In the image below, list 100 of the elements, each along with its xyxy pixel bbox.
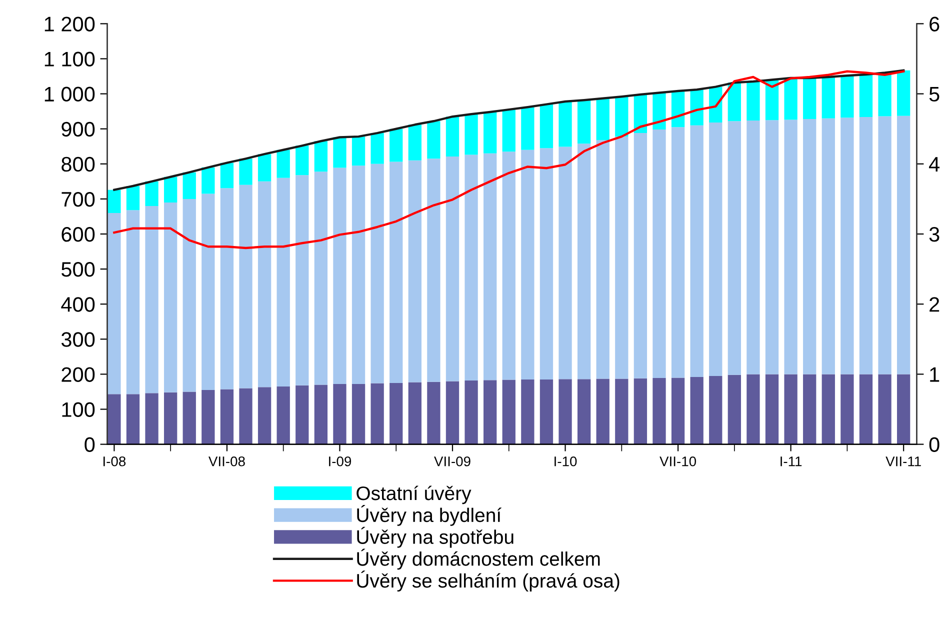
bar	[484, 153, 497, 380]
x-tick-label: VII-11	[886, 456, 921, 466]
x-tick-label: I-10	[554, 456, 577, 466]
y-tick-label: 100	[62, 402, 95, 417]
y-tick-label: 600	[62, 227, 95, 242]
bar	[446, 381, 460, 444]
bar	[145, 393, 158, 444]
bar	[634, 378, 648, 444]
bar	[577, 100, 591, 144]
bar	[202, 167, 215, 194]
bar	[408, 160, 422, 382]
bar	[878, 374, 892, 444]
bar	[634, 133, 648, 378]
bar	[464, 380, 478, 444]
bar	[108, 212, 121, 394]
bar	[765, 374, 779, 444]
y-tick-label: 1 000	[44, 86, 95, 102]
bar	[803, 78, 816, 120]
bar	[596, 140, 610, 379]
bar	[502, 152, 516, 380]
bar	[822, 118, 835, 374]
y-tick-label: 900	[62, 122, 95, 137]
bar	[296, 385, 309, 444]
bar	[690, 125, 704, 377]
bar	[502, 380, 516, 444]
bar	[164, 176, 178, 202]
bar	[370, 164, 384, 384]
bar	[352, 384, 366, 444]
y2-tick-label: 3	[929, 227, 940, 242]
bar	[859, 74, 873, 117]
bar	[314, 141, 328, 172]
bar	[521, 107, 534, 150]
bar	[427, 158, 440, 382]
y2-tick-label: 0	[929, 437, 940, 452]
y-tick-label: 200	[62, 367, 95, 382]
bar	[671, 378, 685, 444]
bar	[803, 374, 816, 444]
bar	[390, 162, 403, 383]
y2-tick-label: 4	[929, 157, 940, 172]
bar	[276, 150, 290, 178]
y-tick-label: 300	[61, 332, 95, 347]
bar	[709, 376, 722, 444]
bar	[502, 110, 516, 152]
bar	[521, 150, 534, 380]
bar	[540, 104, 554, 148]
bar	[145, 206, 158, 394]
y-tick-label: 1 200	[44, 16, 95, 32]
bar	[145, 181, 158, 206]
bar	[446, 156, 460, 382]
bar	[540, 148, 554, 380]
bar	[746, 374, 760, 444]
bar	[314, 384, 328, 444]
bar	[840, 76, 854, 118]
x-tick-label: VII-10	[660, 456, 696, 466]
bar	[220, 162, 234, 188]
bar	[164, 202, 178, 392]
bar	[615, 136, 628, 379]
bar	[558, 102, 572, 147]
bar	[352, 136, 366, 166]
bar	[296, 175, 309, 386]
bar	[671, 127, 685, 378]
bar	[784, 78, 798, 120]
bar	[126, 394, 140, 444]
bar	[897, 374, 910, 444]
bar	[182, 392, 196, 444]
bar	[484, 380, 497, 444]
x-tick-label: I-11	[780, 456, 802, 466]
bar	[239, 388, 252, 444]
bar	[296, 146, 309, 176]
bar	[182, 198, 196, 392]
bar	[690, 90, 704, 126]
bar	[709, 122, 722, 376]
bar	[446, 116, 460, 157]
bar	[182, 172, 196, 199]
bar	[652, 378, 666, 444]
bar	[897, 70, 910, 116]
bar	[314, 172, 328, 385]
legend-label: Úvěry se selháním (pravá osa)	[357, 570, 620, 592]
bar	[408, 382, 422, 444]
bar	[333, 168, 346, 384]
y-tick-label: 0	[84, 437, 95, 452]
bar	[484, 112, 497, 154]
bar	[108, 190, 121, 213]
bar	[333, 384, 346, 444]
bar	[690, 376, 704, 444]
bar	[126, 186, 140, 210]
y2-tick-label: 2	[930, 297, 940, 312]
bar	[521, 379, 534, 444]
bar	[390, 128, 403, 162]
bar	[464, 114, 478, 155]
bar	[634, 94, 648, 134]
bar	[822, 374, 835, 444]
bar	[878, 116, 892, 374]
bar	[239, 184, 252, 388]
bar	[239, 158, 252, 185]
line-series	[113, 70, 905, 250]
bar	[164, 392, 178, 444]
bar	[822, 76, 835, 118]
bar	[558, 146, 572, 380]
bar	[765, 80, 779, 120]
